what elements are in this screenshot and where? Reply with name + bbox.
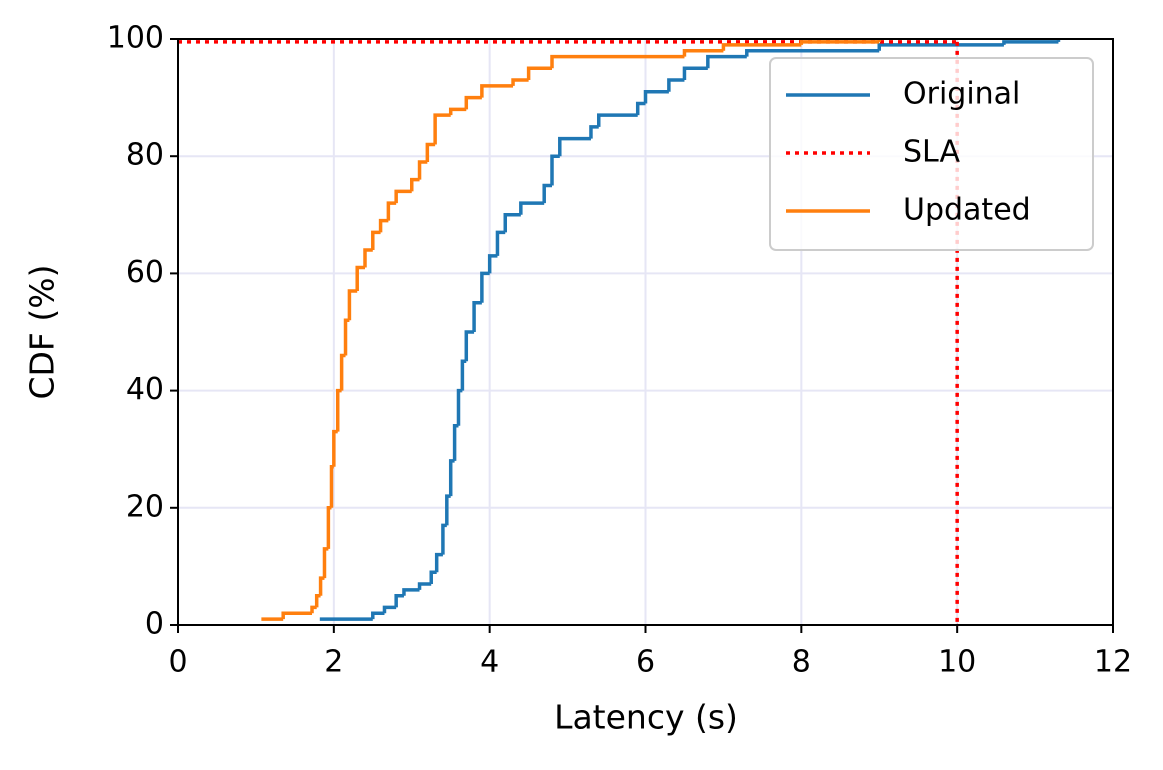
x-tick-label: 0 — [168, 645, 187, 680]
line-step — [394, 189, 412, 204]
line-step — [386, 201, 397, 221]
line-step — [519, 201, 545, 215]
series-line — [261, 39, 881, 621]
line-step — [558, 136, 591, 157]
line-step — [445, 494, 451, 526]
line-step — [281, 611, 313, 620]
y-tick-label: 20 — [126, 489, 164, 524]
x-tick-label: 6 — [636, 645, 655, 680]
line-step — [318, 576, 325, 596]
line-step — [667, 78, 685, 92]
line-step — [643, 89, 669, 104]
x-tick-label: 4 — [480, 645, 499, 680]
y-tick-label: 80 — [126, 138, 164, 173]
line-step — [635, 101, 646, 116]
x-tick-label: 10 — [938, 645, 976, 680]
line-step — [332, 429, 338, 467]
y-tick-label: 0 — [145, 607, 164, 642]
line-step — [460, 359, 467, 391]
line-step — [526, 66, 552, 81]
y-tick-label: 60 — [126, 255, 164, 290]
y-axis-label: CDF (%) — [23, 264, 62, 399]
line-step — [480, 84, 514, 98]
line-step — [597, 113, 638, 127]
line-step — [706, 54, 747, 69]
line-step — [339, 353, 346, 391]
line-step — [433, 113, 451, 145]
line-step — [682, 66, 708, 81]
series-line — [319, 39, 1061, 621]
line-step — [456, 388, 463, 426]
line-step — [402, 588, 420, 596]
line-step — [310, 605, 317, 614]
legend-label: Original — [903, 77, 1020, 112]
legend-box — [769, 57, 1094, 251]
x-axis-label: Latency (s) — [554, 698, 738, 737]
line-step — [877, 43, 1004, 51]
line-step — [472, 300, 482, 332]
line-step — [550, 154, 560, 186]
line-step — [503, 213, 521, 233]
line-step — [394, 593, 404, 608]
y-tick-label: 100 — [107, 21, 164, 56]
line-step — [495, 230, 506, 256]
line-step — [314, 593, 321, 608]
line-step — [464, 95, 482, 110]
line-step — [382, 605, 397, 614]
x-tick-label: 8 — [792, 645, 811, 680]
line-step — [448, 107, 467, 116]
line-step — [464, 330, 475, 362]
line-step — [371, 230, 381, 250]
line-step — [542, 183, 552, 204]
line-step — [550, 54, 685, 69]
line-step — [480, 271, 490, 303]
x-tick-label: 12 — [1094, 645, 1132, 680]
legend-label: SLA — [903, 135, 960, 170]
line-step — [410, 177, 420, 192]
line-step — [371, 611, 385, 620]
line-step — [511, 78, 529, 86]
line-step — [425, 142, 436, 163]
line-step — [448, 459, 455, 497]
line-step — [429, 570, 437, 584]
line-step — [335, 388, 342, 432]
line-step — [452, 424, 459, 461]
line-step — [355, 265, 365, 291]
line-step — [487, 254, 498, 274]
x-tick-label: 2 — [324, 645, 343, 680]
legend-label: Updated — [903, 193, 1031, 228]
line-step — [589, 125, 599, 139]
line-step — [378, 218, 389, 233]
line-step — [322, 547, 329, 579]
line-step — [721, 43, 802, 51]
line-step — [343, 318, 350, 356]
plot-frame — [177, 38, 1114, 626]
line-step — [417, 582, 432, 590]
line-step — [417, 160, 428, 180]
line-step — [799, 40, 880, 45]
y-tick-label: 40 — [126, 372, 164, 407]
line-step — [347, 289, 358, 321]
line-step — [682, 48, 724, 57]
line-step — [745, 48, 880, 57]
line-step — [1002, 40, 1059, 45]
line-step — [441, 523, 447, 555]
line-step — [326, 506, 332, 549]
line-step — [363, 248, 373, 268]
line-step — [434, 552, 443, 573]
